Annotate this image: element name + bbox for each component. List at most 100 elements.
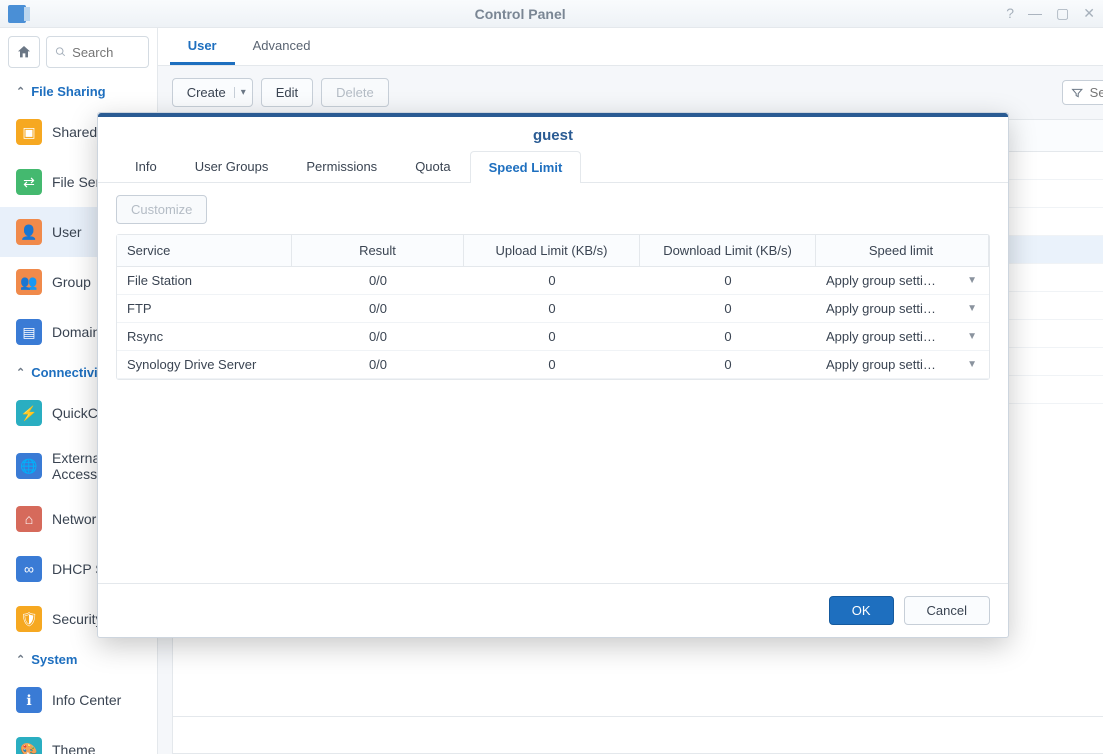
tab-user-groups[interactable]: User Groups [176, 150, 288, 182]
section-system[interactable]: ⌃ System [0, 644, 157, 675]
search-icon [55, 45, 66, 59]
section-label: System [31, 652, 77, 667]
cell-speed-dropdown[interactable]: Apply group setti…▼ [816, 295, 989, 322]
user-icon: 👤 [16, 219, 42, 245]
cell-upload: 0 [464, 267, 640, 294]
minimize-icon[interactable]: — [1028, 5, 1042, 22]
tab-advanced[interactable]: Advanced [235, 28, 329, 65]
table-row[interactable]: Rsync0/000Apply group setti…▼ [117, 323, 989, 351]
cell-service: FTP [117, 295, 292, 322]
table-row[interactable]: FTP0/000Apply group setti…▼ [117, 295, 989, 323]
chevron-down-icon: ▼ [967, 275, 977, 286]
cell-result: 0/0 [292, 351, 464, 378]
close-icon[interactable]: ✕ [1083, 5, 1095, 22]
content-tabs: User Advanced [158, 28, 1103, 66]
customize-button[interactable]: Customize [116, 195, 207, 224]
tab-user[interactable]: User [170, 28, 235, 65]
table-header: Service Result Upload Limit (KB/s) Downl… [117, 235, 989, 267]
sidebar-item-label: Security [52, 611, 103, 627]
chevron-down-icon: ▼ [967, 303, 977, 314]
cell-service: Rsync [117, 323, 292, 350]
th-speed-label: Speed limit [826, 243, 976, 258]
table-row[interactable]: File Station0/000Apply group setti…▼ [117, 267, 989, 295]
globe-icon: 🌐 [16, 453, 42, 479]
cell-service: File Station [117, 267, 292, 294]
file-services-icon: ⇄ [16, 169, 42, 195]
theme-icon: 🎨 [16, 737, 42, 754]
cell-speed-dropdown[interactable]: Apply group setti…▼ [816, 323, 989, 350]
cell-upload: 0 [464, 351, 640, 378]
cell-service: Synology Drive Server [117, 351, 292, 378]
modal-tabs: Info User Groups Permissions Quota Speed… [98, 150, 1008, 183]
th-speed-limit[interactable]: Speed limit [816, 235, 989, 266]
cell-upload: 0 [464, 323, 640, 350]
cell-upload: 0 [464, 295, 640, 322]
ok-button[interactable]: OK [829, 596, 894, 625]
section-file-sharing[interactable]: ⌃ File Sharing [0, 76, 157, 107]
edit-button[interactable]: Edit [261, 78, 313, 107]
chevron-icon: ⌃ [16, 366, 25, 379]
titlebar: Control Panel ? — ▢ ✕ [0, 0, 1103, 28]
sidebar-item-label: Group [52, 274, 91, 290]
quickconnect-icon: ⚡ [16, 400, 42, 426]
toolbar-search-input[interactable] [1090, 85, 1103, 100]
network-icon: ⌂ [16, 506, 42, 532]
sidebar-top [0, 28, 157, 76]
home-button[interactable] [8, 36, 40, 68]
sidebar-search-input[interactable] [72, 45, 140, 60]
tab-quota[interactable]: Quota [396, 150, 469, 182]
cell-download: 0 [640, 351, 816, 378]
section-label: File Sharing [31, 84, 105, 99]
control-panel-window: Control Panel ? — ▢ ✕ ⌃File Sharing ▣Sha… [0, 0, 1103, 754]
dhcp-icon: ∞ [16, 556, 42, 582]
th-upload[interactable]: Upload Limit (KB/s) [464, 235, 640, 266]
sidebar-item-theme[interactable]: 🎨 Theme [0, 725, 157, 754]
chevron-down-icon: ▼ [967, 331, 977, 342]
chevron-icon: ⌃ [16, 85, 25, 98]
th-service[interactable]: Service [117, 235, 292, 266]
domain-icon: ▤ [16, 319, 42, 345]
modal-body: Customize Service Result Upload Limit (K… [98, 183, 1008, 583]
chevron-down-icon: ▼ [967, 359, 977, 370]
shield-icon: 🛡 [16, 606, 42, 632]
cell-speed-dropdown[interactable]: Apply group setti…▼ [816, 267, 989, 294]
th-download[interactable]: Download Limit (KB/s) [640, 235, 816, 266]
sidebar-item-label: Theme [52, 742, 96, 754]
help-icon[interactable]: ? [1006, 5, 1014, 22]
th-result[interactable]: Result [292, 235, 464, 266]
delete-button[interactable]: Delete [321, 78, 389, 107]
table-body: File Station0/000Apply group setti…▼FTP0… [117, 267, 989, 379]
tab-speed-limit[interactable]: Speed Limit [470, 151, 582, 183]
cell-download: 0 [640, 267, 816, 294]
sidebar-item-info-center[interactable]: ℹ Info Center [0, 675, 157, 725]
cell-download: 0 [640, 295, 816, 322]
sidebar-item-label: Info Center [52, 692, 121, 708]
maximize-icon[interactable]: ▢ [1056, 5, 1069, 22]
app-icon [8, 5, 26, 23]
folder-icon: ▣ [16, 119, 42, 145]
list-footer: 10 item(s) ⟳ [173, 716, 1103, 753]
window-title: Control Panel [34, 6, 1006, 22]
home-icon [16, 44, 32, 60]
toolbar-search[interactable] [1062, 80, 1103, 105]
cell-result: 0/0 [292, 267, 464, 294]
sidebar-item-label: User [52, 224, 82, 240]
create-button[interactable]: Create ▾ [172, 78, 253, 107]
sidebar-search[interactable] [46, 36, 149, 68]
cell-download: 0 [640, 323, 816, 350]
modal-footer: OK Cancel [98, 583, 1008, 637]
chevron-icon: ⌃ [16, 653, 25, 666]
info-icon: ℹ [16, 687, 42, 713]
edit-user-dialog: guest Info User Groups Permissions Quota… [97, 112, 1009, 638]
modal-title: guest [98, 117, 1008, 150]
chevron-down-icon[interactable]: ▾ [234, 87, 246, 98]
tab-permissions[interactable]: Permissions [287, 150, 396, 182]
table-row[interactable]: Synology Drive Server0/000Apply group se… [117, 351, 989, 379]
tab-info[interactable]: Info [116, 150, 176, 182]
cancel-button[interactable]: Cancel [904, 596, 990, 625]
group-icon: 👥 [16, 269, 42, 295]
cell-result: 0/0 [292, 295, 464, 322]
filter-icon [1071, 86, 1083, 100]
create-label: Create [187, 85, 226, 100]
cell-speed-dropdown[interactable]: Apply group setti…▼ [816, 351, 989, 378]
